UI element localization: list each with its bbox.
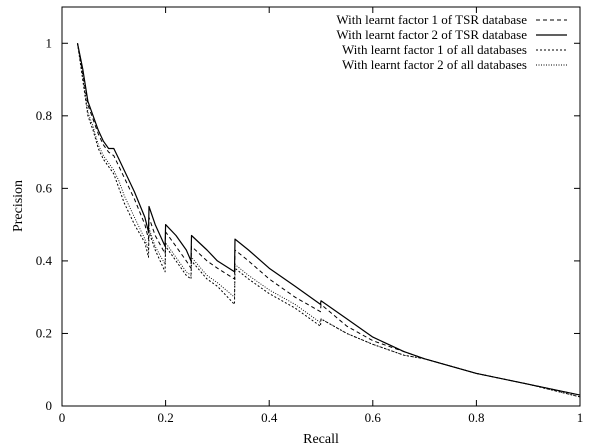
axis-ticks <box>61 7 581 407</box>
y-axis-title: Precision <box>11 180 26 232</box>
y-tick-label: 0.8 <box>36 108 52 123</box>
x-tick-label: 1 <box>577 410 584 425</box>
legend-label-4: With learnt factor 2 of all databases <box>342 57 527 72</box>
y-tick-label: 0 <box>46 398 53 413</box>
series-line-4 <box>77 43 581 398</box>
series-line-1 <box>77 43 581 396</box>
y-tick-label: 0.6 <box>36 180 53 195</box>
legend: With learnt factor 1 of TSR databaseWith… <box>336 12 567 72</box>
data-series <box>76 43 581 398</box>
legend-label-1: With learnt factor 1 of TSR database <box>336 12 527 27</box>
x-tick-label: 0.6 <box>365 410 382 425</box>
plot-frame <box>61 6 581 407</box>
x-tick-label: 0.2 <box>157 410 173 425</box>
x-tick-label: 0 <box>59 410 66 425</box>
series-line-2 <box>76 43 581 396</box>
x-axis-title: Recall <box>303 432 339 447</box>
y-tick-label: 0.4 <box>36 253 53 268</box>
y-tick-label: 0.2 <box>36 325 52 340</box>
legend-label-2: With learnt factor 2 of TSR database <box>336 27 527 42</box>
axis-tick-labels: 0 0.2 0.4 0.6 0.8 1 0 0.2 0.4 0.6 0.8 1 <box>36 35 584 425</box>
x-tick-label: 0.4 <box>261 410 278 425</box>
series-line-3 <box>77 43 581 398</box>
y-tick-label: 1 <box>46 35 53 50</box>
x-tick-label: 0.8 <box>468 410 484 425</box>
legend-label-3: With learnt factor 1 of all databases <box>342 42 527 57</box>
